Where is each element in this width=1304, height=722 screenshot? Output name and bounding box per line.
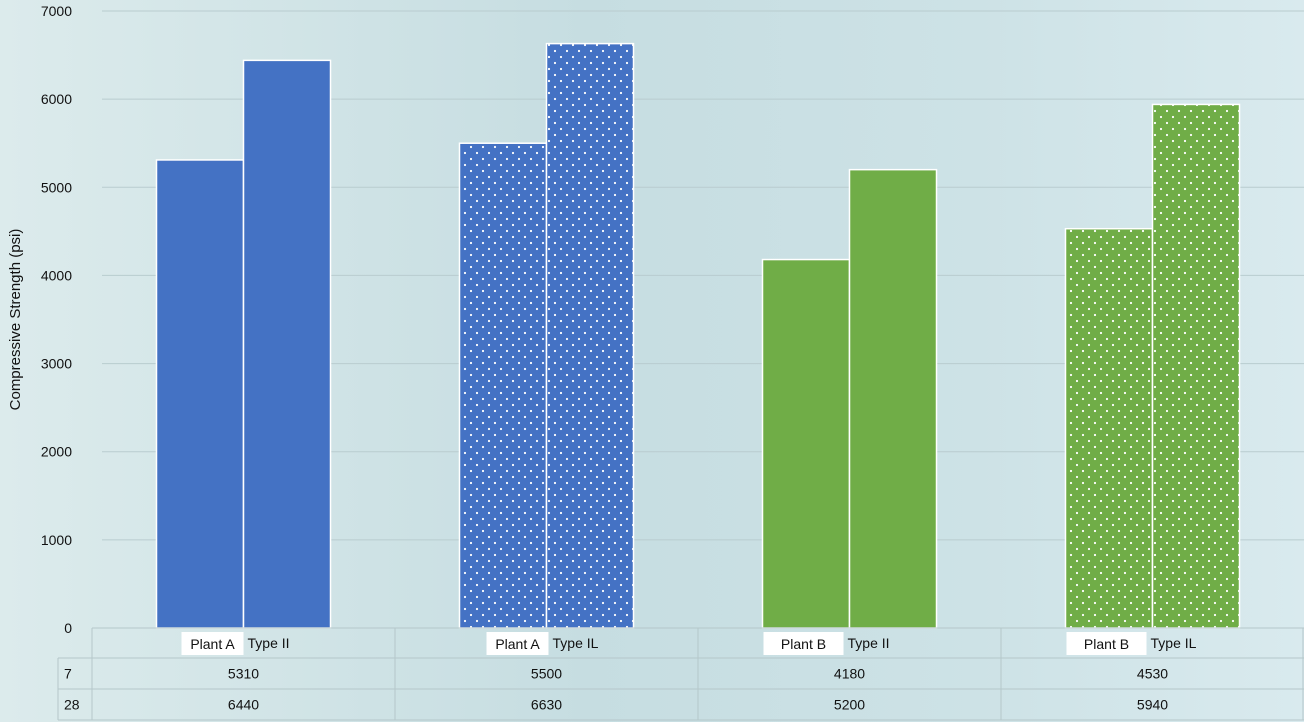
- y-axis-label: Compressive Strength (psi): [7, 229, 24, 411]
- category-type-label: Type IL: [1151, 635, 1197, 651]
- y-tick-label: 1000: [41, 532, 72, 548]
- data-value: 4180: [834, 666, 865, 682]
- category-type-label: Type II: [248, 635, 290, 651]
- category-plant-label: Plant A: [190, 636, 235, 652]
- bar-1-series-28: [242, 59, 332, 629]
- data-value: 5310: [228, 666, 259, 682]
- category-plant-label: Plant B: [781, 636, 826, 652]
- data-table: Plant A Type II Plant A Type IL Plant B Type …: [57, 627, 1304, 721]
- category-plant-tag: [1066, 632, 1147, 655]
- bar-2-series-28: [545, 42, 635, 629]
- category-type-label: Type II: [848, 635, 890, 651]
- category-plant-tag: [486, 632, 549, 655]
- category-plant-label: Plant A: [495, 636, 540, 652]
- bar-2-series-7: [458, 142, 548, 629]
- bar-4-series-7: [1064, 227, 1154, 629]
- category-plant-label: Plant B: [1084, 636, 1129, 652]
- y-tick-label: 6000: [41, 91, 72, 107]
- data-value: 5500: [531, 666, 562, 682]
- bar-1-series-7: [155, 159, 245, 629]
- y-tick-label: 0: [64, 620, 72, 636]
- category-plant-tag: [763, 632, 844, 655]
- y-axis: 0 1000 2000 3000 4000 5000 6000 7000: [41, 3, 72, 636]
- data-value: 5940: [1137, 697, 1168, 713]
- bar-3-series-28: [848, 168, 938, 629]
- y-tick-label: 3000: [41, 356, 72, 372]
- data-value: 5200: [834, 697, 865, 713]
- data-value: 6440: [228, 697, 259, 713]
- y-tick-label: 5000: [41, 179, 72, 195]
- y-tick-label: 2000: [41, 444, 72, 460]
- series-label: 7: [64, 666, 72, 682]
- data-value: 4530: [1137, 666, 1168, 682]
- data-value: 6630: [531, 697, 562, 713]
- bar-4-series-28: [1151, 103, 1241, 629]
- category-type-label: Type IL: [553, 635, 599, 651]
- bars: [155, 42, 1241, 629]
- y-tick-label: 7000: [41, 3, 72, 19]
- series-label: 28: [64, 697, 80, 713]
- bar-3-series-7: [761, 258, 851, 629]
- category-plant-tag: [181, 632, 244, 655]
- y-tick-label: 4000: [41, 267, 72, 283]
